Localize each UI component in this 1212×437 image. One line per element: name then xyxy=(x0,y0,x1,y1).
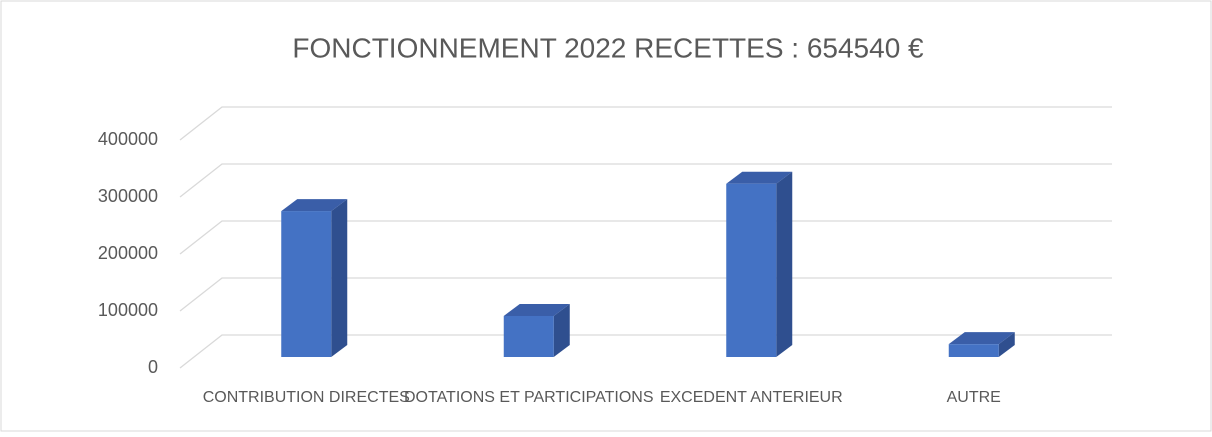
chart-title: FONCTIONNEMENT 2022 RECETTES : 654540 € xyxy=(292,32,924,63)
y-tick-label: 200000 xyxy=(98,243,158,263)
grid-line xyxy=(179,106,1112,141)
bar-side xyxy=(776,171,793,357)
x-tick-label: AUTRE xyxy=(947,389,1001,406)
bar-top xyxy=(948,332,1015,345)
bar-front xyxy=(281,211,332,357)
bar-top xyxy=(726,171,793,184)
y-tick-label: 300000 xyxy=(98,186,158,206)
bar-top xyxy=(281,199,348,212)
bar-side xyxy=(331,199,348,357)
y-tick-label: 0 xyxy=(148,357,158,377)
bar xyxy=(503,303,570,357)
bar xyxy=(948,332,1015,357)
grid-line xyxy=(179,220,1112,255)
x-tick-label: DOTATIONS ET PARTICIPATIONS xyxy=(404,389,654,406)
y-tick-label: 100000 xyxy=(98,300,158,320)
grid-line xyxy=(179,277,1112,312)
x-tick-label: CONTRIBUTION DIRECTES xyxy=(203,389,410,406)
grid-line xyxy=(179,163,1112,198)
bar-front xyxy=(503,315,554,357)
bar xyxy=(726,171,793,357)
x-tick-label: EXCEDENT ANTERIEUR xyxy=(660,389,843,406)
bar-front xyxy=(948,344,999,357)
y-tick-label: 400000 xyxy=(98,129,158,149)
bar-top xyxy=(503,303,570,316)
grid-line xyxy=(179,334,1112,369)
bar-side xyxy=(553,303,570,357)
bar-side xyxy=(998,332,1015,357)
bar xyxy=(281,199,348,357)
bar-front xyxy=(726,183,777,357)
